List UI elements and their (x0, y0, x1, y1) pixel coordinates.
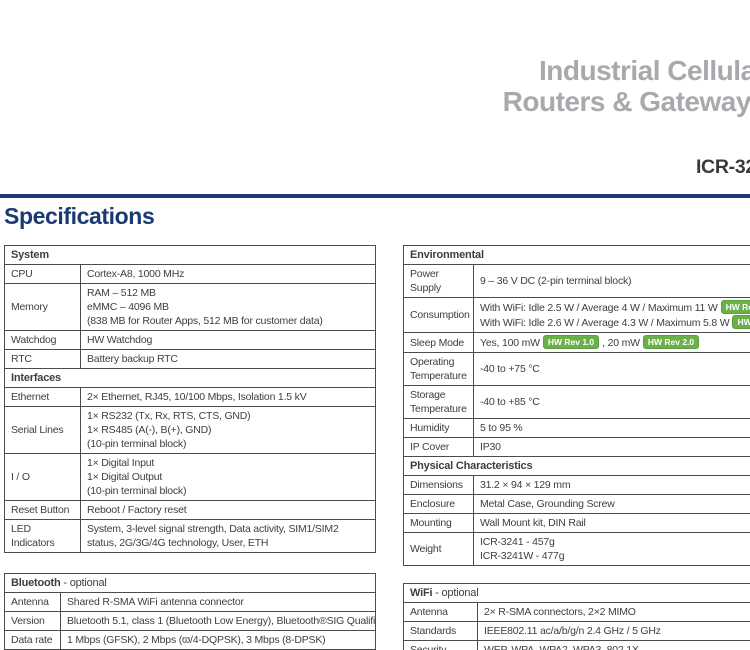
spec-value: WEP, WPA, WPA2, WPA3, 802.1X (477, 640, 750, 650)
wifi-title-bold: WiFi (410, 587, 433, 599)
spec-label: IP Cover (403, 437, 474, 457)
spec-label: Mounting (403, 513, 474, 533)
spec-label: Power Supply (403, 264, 474, 298)
spec-label: Enclosure (403, 494, 474, 514)
spec-label: CPU (4, 264, 81, 284)
spec-value: -40 to +85 °C (473, 385, 750, 419)
spec-label: Serial Lines (4, 406, 81, 454)
section-header-bluetooth: Bluetooth - optional (4, 573, 376, 593)
section-header-physical: Physical Characteristics (403, 456, 750, 476)
spec-label: Watchdog (4, 330, 81, 350)
spec-value-sleep-mode: Yes, 100 mW HW Rev 1.0, 20 mW HW Rev 2.0 (473, 332, 750, 353)
spec-value: Bluetooth 5.1, class 1 (Bluetooth Low En… (60, 611, 376, 631)
spec-label: Dimensions (403, 475, 474, 495)
spec-value: Shared R-SMA WiFi antenna connector (60, 592, 376, 612)
spec-value: 2× R-SMA connectors, 2×2 MIMO (477, 602, 750, 622)
spec-value: -40 to +75 °C (473, 352, 750, 386)
brand-line-1: Industrial Cellular (539, 55, 750, 86)
spec-value: 1 Mbps (GFSK), 2 Mbps (ϖ/4-DQPSK), 3 Mbp… (60, 630, 376, 650)
bluetooth-title-bold: Bluetooth (11, 577, 61, 589)
hw-rev-badge: HW Rev 2.0 (732, 315, 750, 329)
spec-value: 9 – 36 V DC (2-pin terminal block) (473, 264, 750, 298)
spec-value: 1× Digital Input 1× Digital Output (10-p… (80, 453, 376, 501)
spec-value: IEEE802.11 ac/a/b/g/n 2.4 GHz / 5 GHz (477, 621, 750, 641)
model-number: ICR-3241 (695, 156, 750, 178)
environmental-table: Environmental Power Supply 9 – 36 V DC (… (403, 245, 750, 566)
wifi-title-rest: - optional (432, 587, 479, 599)
spec-value: 1× RS232 (Tx, Rx, RTS, CTS, GND) 1× RS48… (80, 406, 376, 454)
spec-label: RTC (4, 349, 81, 369)
spec-value: IP30 (473, 437, 750, 457)
spec-value: RAM – 512 MB eMMC – 4096 MB (838 MB for … (80, 283, 376, 331)
consumption-line-2: With WiFi: Idle 2.6 W / Average 4.3 W / … (480, 315, 750, 330)
divider-rule (0, 194, 750, 198)
system-table: System CPU Cortex-A8, 1000 MHz Memory RA… (4, 245, 376, 553)
hw-rev-badge: HW Rev 2.0 (642, 335, 700, 349)
spec-label: Consumption (403, 297, 474, 333)
spec-label: Antenna (403, 602, 478, 622)
spec-label: Standards (403, 621, 478, 641)
section-header-environmental: Environmental (403, 245, 750, 265)
brand-title: Industrial Cellular Routers & Gateways (503, 55, 750, 117)
spec-value: 31.2 × 94 × 129 mm (473, 475, 750, 495)
spec-label: Antenna (4, 592, 61, 612)
spec-value: HW Watchdog (80, 330, 376, 350)
spec-label: Storage Temperature (403, 385, 474, 419)
spec-label: Ethernet (4, 387, 81, 407)
section-header-wifi: WiFi - optional (403, 583, 750, 603)
spec-label: I / O (4, 453, 81, 501)
spec-label: Humidity (403, 418, 474, 438)
bluetooth-title-rest: - optional (60, 577, 107, 589)
sleep-mode-text: , 20 mW (602, 337, 640, 349)
spec-value: Battery backup RTC (80, 349, 376, 369)
spec-value: System, 3-level signal strength, Data ac… (80, 519, 376, 553)
brand-line-2: Routers & Gateways (502, 86, 750, 117)
spec-label: Weight (403, 532, 474, 566)
spec-value: ICR-3241 - 457g ICR-3241W - 477g (473, 532, 750, 566)
sleep-mode-text: Yes, 100 mW (480, 337, 540, 349)
consumption-line-1: With WiFi: Idle 2.5 W / Average 4 W / Ma… (480, 300, 750, 315)
spec-value: Cortex-A8, 1000 MHz (80, 264, 376, 284)
spec-label: Sleep Mode (403, 332, 474, 353)
spec-label: Memory (4, 283, 81, 331)
spec-label: Version (4, 611, 61, 631)
wifi-table: WiFi - optional Antenna 2× R-SMA connect… (403, 583, 750, 650)
spec-value: Wall Mount kit, DIN Rail (473, 513, 750, 533)
consumption-text-1: With WiFi: Idle 2.5 W / Average 4 W / Ma… (480, 302, 718, 314)
spec-label: Reset Button (4, 500, 81, 520)
spec-value: Metal Case, Grounding Screw (473, 494, 750, 514)
section-header-system: System (4, 245, 376, 265)
spec-value: Reboot / Factory reset (80, 500, 376, 520)
hw-rev-badge: HW Rev 1.0 (542, 335, 600, 349)
spec-value-consumption: With WiFi: Idle 2.5 W / Average 4 W / Ma… (473, 297, 750, 333)
spec-label: LED Indicators (4, 519, 81, 553)
hw-rev-badge: HW Rev 1.0 (720, 300, 750, 314)
spec-label: Operating Temperature (403, 352, 474, 386)
page-title: Specifications (4, 203, 155, 229)
spec-label: Data rate (4, 630, 61, 650)
bluetooth-table: Bluetooth - optional Antenna Shared R-SM… (4, 573, 376, 650)
spec-value: 5 to 95 % (473, 418, 750, 438)
consumption-text-2: With WiFi: Idle 2.6 W / Average 4.3 W / … (480, 317, 730, 329)
spec-value: 2× Ethernet, RJ45, 10/100 Mbps, Isolatio… (80, 387, 376, 407)
spec-label: Security (403, 640, 478, 650)
section-header-interfaces: Interfaces (4, 368, 376, 388)
